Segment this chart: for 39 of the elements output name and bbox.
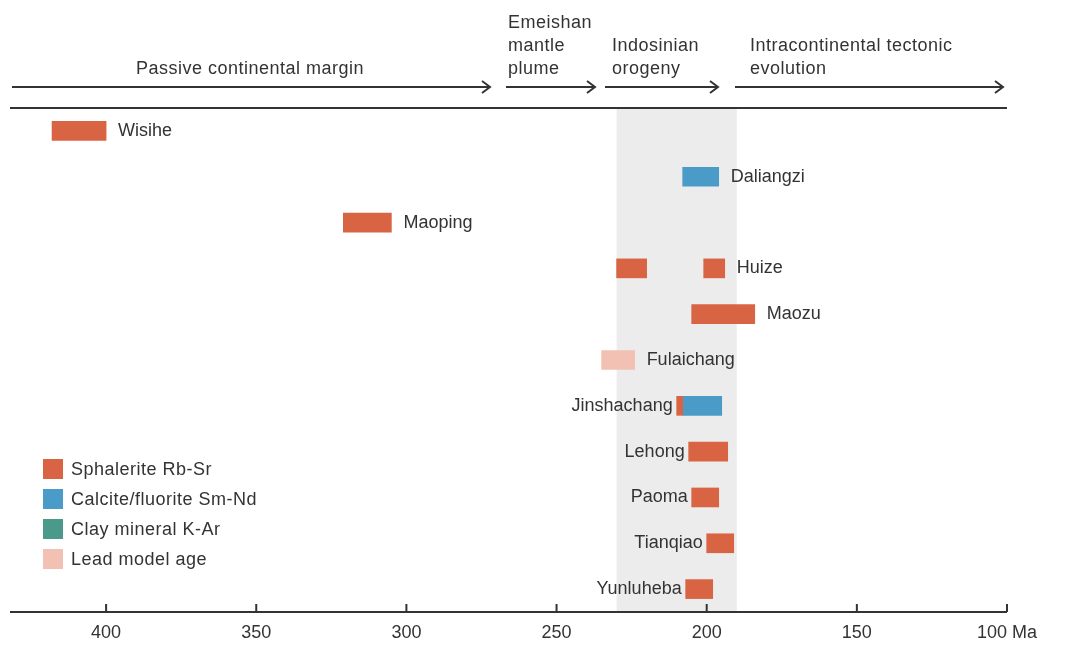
- x-tick-label: 100 Ma: [976, 621, 1038, 642]
- bar: [676, 395, 684, 416]
- bar: [682, 395, 723, 416]
- bar: [688, 441, 729, 462]
- text: Indosinian orogeny: [612, 34, 701, 80]
- x-tick-label: 300: [391, 621, 422, 642]
- x-tick-label: 250: [541, 621, 572, 642]
- legend-label: Sphalerite Rb-Sr: [71, 458, 213, 480]
- bar: [601, 350, 635, 370]
- y-tick-label: Maozu: [766, 303, 821, 324]
- bar: [691, 487, 720, 508]
- legend-label: Calcite/fluorite Sm-Nd: [71, 488, 258, 510]
- y-tick-label: Tianqiao: [634, 532, 703, 553]
- legend-label: Lead model age: [71, 548, 208, 570]
- bar: [706, 533, 735, 554]
- bar: [616, 258, 647, 279]
- bar: [51, 121, 107, 141]
- y-tick-label: Huize: [736, 257, 783, 278]
- x-tick-label: 400: [91, 621, 122, 642]
- y-tick-label: Paoma: [630, 486, 689, 507]
- y-tick-label: Wisihe: [118, 119, 173, 140]
- bar: [682, 166, 720, 187]
- bar: [685, 579, 714, 599]
- bar: [691, 304, 756, 325]
- y-tick-label: Daliangzi: [730, 165, 805, 186]
- text: Intracontinental tectonic evolution: [750, 34, 954, 80]
- bar: [343, 212, 392, 233]
- x-tick-label: 200: [691, 621, 722, 642]
- legend-label: Clay mineral K-Ar: [71, 518, 221, 540]
- x-tick-label: 350: [241, 621, 272, 642]
- y-tick-label: Lehong: [624, 440, 685, 461]
- y-tick-label: Maoping: [403, 211, 473, 232]
- bar: [703, 258, 726, 279]
- x-tick-label: 150: [841, 621, 872, 642]
- y-tick-label: Yunluheba: [596, 578, 683, 599]
- y-tick-label: Fulaichang: [646, 348, 735, 369]
- text: Emeishan mantle plume: [508, 11, 594, 80]
- text: Passive continental margin: [134, 57, 366, 80]
- y-tick-label: Jinshachang: [571, 394, 673, 415]
